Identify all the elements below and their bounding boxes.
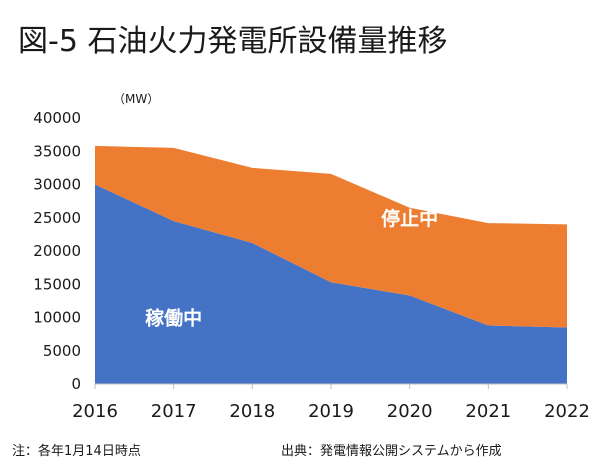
x-tick-label-2: 2018 (229, 401, 275, 422)
y-tick-label-4: 20000 (33, 242, 81, 260)
area-series-group (95, 145, 567, 384)
chart-title: 図-5 石油火力発電所設備量推移 (18, 24, 448, 59)
x-tick-label-0: 2016 (72, 401, 118, 422)
x-tick-label-6: 2022 (544, 401, 590, 422)
annotation-label-2: 停止中 (381, 207, 438, 230)
x-tick-label-1: 2017 (151, 401, 197, 422)
annotation-label-1: 稼働中 (145, 307, 202, 330)
x-tick-label-5: 2021 (465, 401, 511, 422)
y-tick-label-2: 10000 (33, 309, 81, 327)
y-tick-label-1: 5000 (43, 342, 81, 360)
x-tick-label-3: 2019 (308, 401, 354, 422)
y-tick-label-5: 25000 (33, 209, 81, 227)
y-tick-label-6: 30000 (33, 176, 81, 194)
x-tick-label-4: 2020 (387, 401, 433, 422)
area-series-2 (95, 145, 567, 328)
unit-label: （MW） (113, 92, 160, 106)
footnote: 注：各年1月14日時点 (12, 444, 141, 459)
axes-group: 0 5000 10000 15000 20000 25000 30000 35000 40000… (33, 109, 590, 422)
y-tick-label-3: 15000 (33, 275, 81, 293)
y-tick-label-0: 0 (71, 375, 81, 393)
area-series-1 (95, 184, 567, 384)
y-tick-label-7: 35000 (33, 142, 81, 160)
annotation-group: 稼働中 停止中 (145, 207, 438, 330)
y-tick-label-8: 40000 (33, 109, 81, 127)
source-note: 出典：発電情報公開システムから作成 (281, 444, 502, 459)
